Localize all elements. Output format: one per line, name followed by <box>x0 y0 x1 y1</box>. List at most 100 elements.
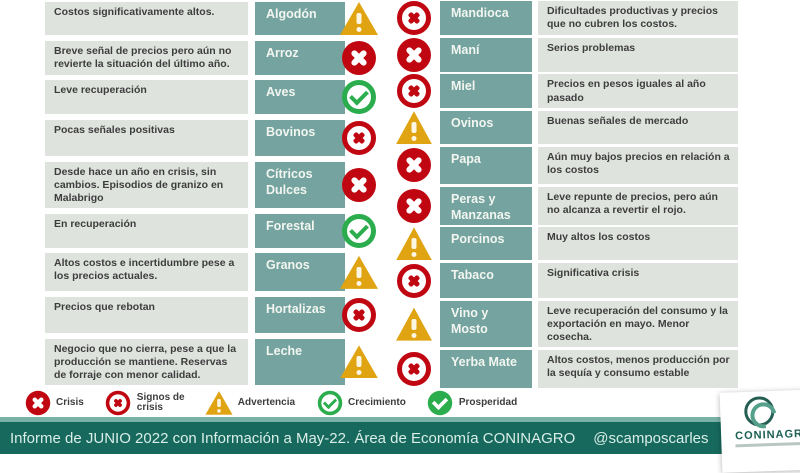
row-description: Aún muy bajos precios en relación a los … <box>538 146 738 184</box>
table-row: Maní Serios problemas <box>396 37 738 72</box>
table-row: Negocio que no cierra, pese a que la pro… <box>45 338 378 385</box>
row-description: Desde hace un año en crisis, sin cambios… <box>45 161 248 208</box>
row-description: Costos significativamente altos. <box>45 2 248 35</box>
product-name: Algodón <box>255 2 345 35</box>
prosperity-icon <box>428 390 453 416</box>
legend-item-crecimiento: Crecimiento <box>316 390 406 417</box>
coninagro-logo-text: CONINAGRO <box>734 427 800 443</box>
signs-of-crisis-icon <box>397 74 431 109</box>
crisis-icon <box>397 37 431 72</box>
signs-of-crisis-icon <box>397 263 431 298</box>
product-name: Cítricos Dulces <box>255 161 345 208</box>
row-description: Leve recuperación <box>45 80 248 115</box>
table-row: Tabaco Significativa crisis <box>396 263 738 299</box>
product-name: Yerba Mate <box>440 349 532 388</box>
table-row: Peras y Manzanas Leve repunte de precios… <box>396 186 738 225</box>
legend-item-signos-de-crisis: Signos de crisis <box>105 390 185 417</box>
right-column: Mandioca Dificultades productivas y prec… <box>396 1 738 388</box>
table-row: Precios que rebotan Hortalizas <box>45 296 378 333</box>
warning-icon <box>396 307 432 341</box>
crisis-icon <box>397 148 431 183</box>
coninagro-logo-card: CONINAGRO <box>719 389 800 473</box>
product-name: Tabaco <box>440 263 532 299</box>
row-description: Altos costos, menos producción por la se… <box>538 349 738 388</box>
twitter-handle: @scamposcarles <box>593 429 709 447</box>
table-row: Porcinos Muy altos los costos <box>396 227 738 261</box>
legend-label: Signos de crisis <box>136 391 185 413</box>
row-description: Pocas señales positivas <box>45 119 248 156</box>
product-name: Aves <box>255 80 345 115</box>
crisis-icon <box>342 40 376 75</box>
row-description: Altos costos e incertidumbre pese a los … <box>45 253 248 292</box>
product-name: Peras y Manzanas <box>440 186 532 225</box>
row-description: Precios en pesos iguales al año pasado <box>538 74 738 109</box>
crisis-icon <box>397 188 431 223</box>
signs-of-crisis-icon <box>397 1 431 35</box>
row-description: Precios que rebotan <box>45 296 248 333</box>
product-name: Ovinos <box>440 111 532 145</box>
row-description: Leve repunte de precios, pero aún no alc… <box>538 186 738 225</box>
footer-divider <box>0 417 800 422</box>
product-name: Papa <box>440 146 532 184</box>
row-description: Breve señal de precios pero aún no revie… <box>45 40 248 75</box>
signs-of-crisis-icon <box>106 390 131 416</box>
product-name: Maní <box>440 37 532 72</box>
left-column: Costos significativamente altos. Algodón… <box>45 2 378 385</box>
warning-icon <box>340 345 378 379</box>
product-name: Granos <box>255 253 345 292</box>
row-description: En recuperación <box>45 213 248 248</box>
signs-of-crisis-icon <box>397 351 431 386</box>
product-name: Hortalizas <box>255 296 345 333</box>
legend-label: Advertencia <box>237 396 296 408</box>
legend-label: Prosperidad <box>458 396 518 408</box>
table-row: Vino y Mosto Leve recuperación del consu… <box>396 300 738 348</box>
growth-icon <box>317 390 342 416</box>
row-description: Serios problemas <box>538 37 738 72</box>
legend-label: Crecimiento <box>348 396 406 408</box>
warning-icon <box>340 255 378 289</box>
footer-bar: Informe de JUNIO 2022 con Información a … <box>0 422 800 454</box>
row-description: Leve recuperación del consumo y la expor… <box>538 300 738 348</box>
coninagro-tagline <box>735 441 800 448</box>
warning-icon <box>340 2 378 35</box>
legend-item-crisis: Crisis <box>24 390 84 417</box>
warning-icon <box>396 227 432 261</box>
row-description: Dificultades productivas y precios que n… <box>538 1 738 35</box>
crisis-icon <box>25 390 50 416</box>
table-row: Altos costos e incertidumbre pese a los … <box>45 253 378 292</box>
table-row: Pocas señales positivas Bovinos <box>45 119 378 156</box>
table-row: Costos significativamente altos. Algodón <box>45 2 378 35</box>
legend-item-prosperidad: Prosperidad <box>427 390 517 417</box>
footer-text: Informe de JUNIO 2022 con Información a … <box>10 429 576 447</box>
signs-of-crisis-icon <box>342 120 376 155</box>
product-name: Leche <box>255 338 345 385</box>
legend-item-advertencia: Advertencia <box>205 390 296 417</box>
product-name: Mandioca <box>440 1 532 35</box>
table-row: Papa Aún muy bajos precios en relación a… <box>396 146 738 184</box>
table-row: Leve recuperación Aves <box>45 80 378 115</box>
table-row: Ovinos Buenas señales de mercado <box>396 111 738 145</box>
product-name: Miel <box>440 74 532 109</box>
product-name: Bovinos <box>255 119 345 156</box>
table-row: Desde hace un año en crisis, sin cambios… <box>45 161 378 208</box>
growth-icon <box>342 80 376 115</box>
legend: Crisis Signos de crisis Advertencia Crec… <box>24 388 517 418</box>
row-description: Muy altos los costos <box>538 227 738 261</box>
row-description: Buenas señales de mercado <box>538 111 738 145</box>
growth-icon <box>342 213 376 248</box>
table-row: Mandioca Dificultades productivas y prec… <box>396 1 738 35</box>
warning-icon <box>205 391 233 415</box>
row-description: Negocio que no cierra, pese a que la pro… <box>45 338 248 385</box>
warning-icon <box>396 111 432 145</box>
row-description: Significativa crisis <box>538 263 738 299</box>
signs-of-crisis-icon <box>342 297 376 332</box>
table-row: Breve señal de precios pero aún no revie… <box>45 40 378 75</box>
product-name: Vino y Mosto <box>440 300 532 348</box>
product-name: Forestal <box>255 213 345 248</box>
product-name: Arroz <box>255 40 345 75</box>
legend-label: Crisis <box>56 396 84 408</box>
coninagro-logo-icon <box>743 395 775 427</box>
table-row: Yerba Mate Altos costos, menos producció… <box>396 349 738 388</box>
table-row: Miel Precios en pesos iguales al año pas… <box>396 74 738 109</box>
table-row: En recuperación Forestal <box>45 213 378 248</box>
